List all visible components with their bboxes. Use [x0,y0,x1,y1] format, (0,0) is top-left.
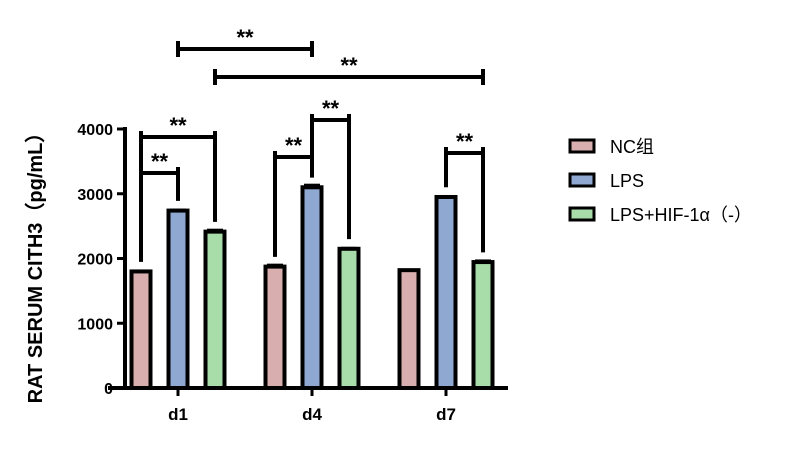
y-tick-label: 4000 [77,122,113,139]
significance-label: ** [322,96,340,121]
legend-label-0: NC组 [610,137,654,157]
legend-swatch-1 [568,172,596,188]
significance-label: ** [285,133,303,158]
legend-swatch-0 [568,138,596,154]
bar-d7-0 [397,268,421,390]
y-axis-label: RAT SERUM CITH3（pg/mL） [24,123,47,404]
legend-label-2: LPS+HIF-1α（-） [610,205,752,225]
significance-label: ** [169,113,187,138]
significance-label: ** [456,129,474,154]
bar-d7-1 [434,194,458,390]
legend-label-1: LPS [610,171,644,191]
bar-d1-0 [129,269,153,391]
y-tick-label: 0 [104,381,113,398]
y-tick-label: 1000 [77,316,113,333]
bar-d4-2 [337,246,361,390]
x-tick-label-d4: d4 [302,405,322,424]
bar-d1-1 [166,208,190,390]
x-tick-label-d7: d7 [436,405,456,424]
bar-d7-2 [471,260,495,390]
significance-label: ** [340,53,358,78]
y-tick-label: 3000 [77,187,113,204]
bar-d1-2 [203,229,227,390]
significance-label: ** [236,25,254,50]
x-tick-label-d1: d1 [168,405,188,424]
significance-label: ** [151,149,169,174]
y-tick-label: 2000 [77,252,113,269]
bar-d4-0 [263,264,287,390]
bar-d4-1 [300,185,324,390]
legend-swatch-2 [568,206,596,222]
